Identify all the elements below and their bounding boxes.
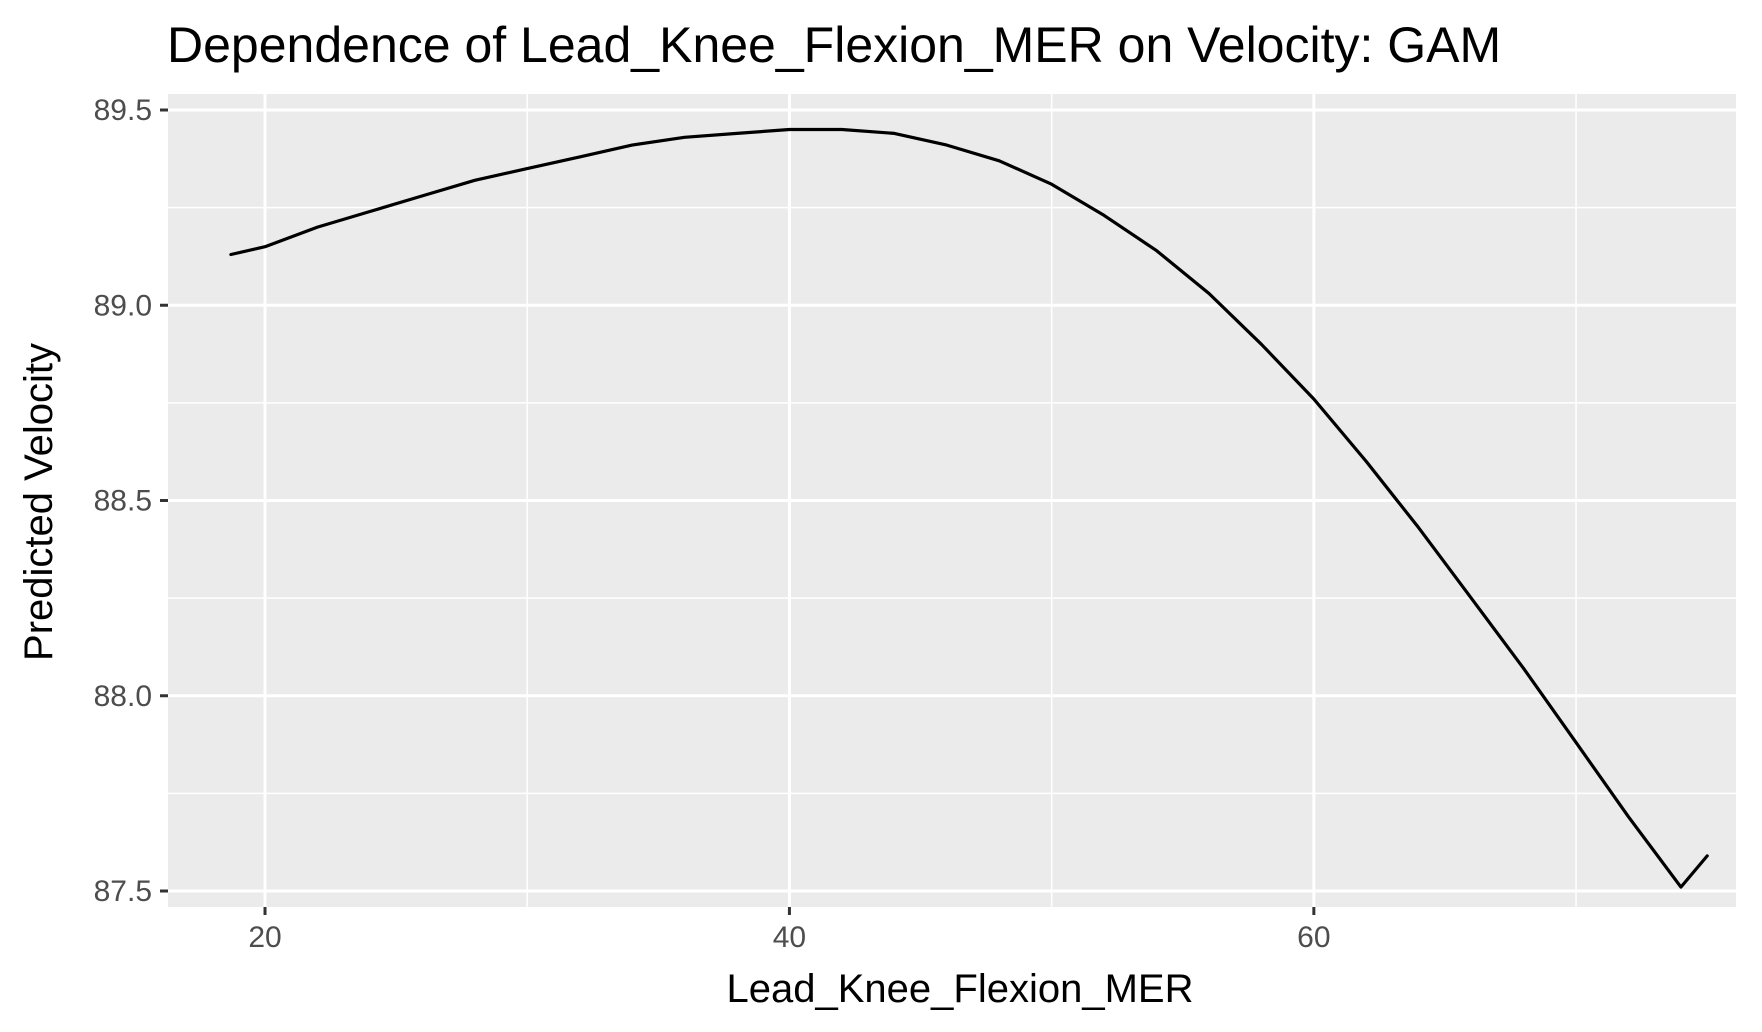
y-tick-label: 89.0 [94, 289, 152, 322]
y-tick-label: 89.5 [94, 94, 152, 127]
y-tick-label: 88.5 [94, 485, 152, 518]
y-axis: 87.5 88.0 88.5 89.0 89.5 [94, 94, 168, 908]
y-tick-label: 87.5 [94, 875, 152, 908]
y-tick-label: 88.0 [94, 680, 152, 713]
chart-title: Dependence of Lead_Knee_Flexion_MER on V… [167, 17, 1501, 73]
x-tick-label: 40 [773, 921, 806, 954]
x-axis: 20 40 60 [248, 907, 1331, 954]
y-axis-title: Predicted Velocity [17, 343, 61, 661]
x-axis-title: Lead_Knee_Flexion_MER [727, 967, 1194, 1011]
series-layer [229, 127, 1709, 889]
x-tick-label: 60 [1297, 921, 1330, 954]
x-tick-label: 20 [248, 921, 281, 954]
series-line [229, 127, 1709, 889]
major-grid [168, 94, 1736, 907]
